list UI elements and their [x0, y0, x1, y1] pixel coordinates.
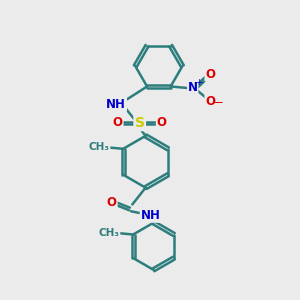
Text: O: O: [206, 95, 215, 108]
Text: S: S: [135, 116, 145, 130]
Text: NH: NH: [106, 98, 126, 111]
Text: +: +: [195, 78, 203, 87]
Text: NH: NH: [141, 209, 160, 222]
Text: CH₃: CH₃: [88, 142, 110, 152]
Text: O: O: [206, 68, 215, 81]
Text: O: O: [112, 116, 123, 129]
Text: O: O: [157, 116, 167, 129]
Text: N: N: [188, 81, 198, 94]
Text: O: O: [107, 196, 117, 209]
Text: CH₃: CH₃: [98, 228, 119, 238]
Text: −: −: [213, 96, 223, 109]
